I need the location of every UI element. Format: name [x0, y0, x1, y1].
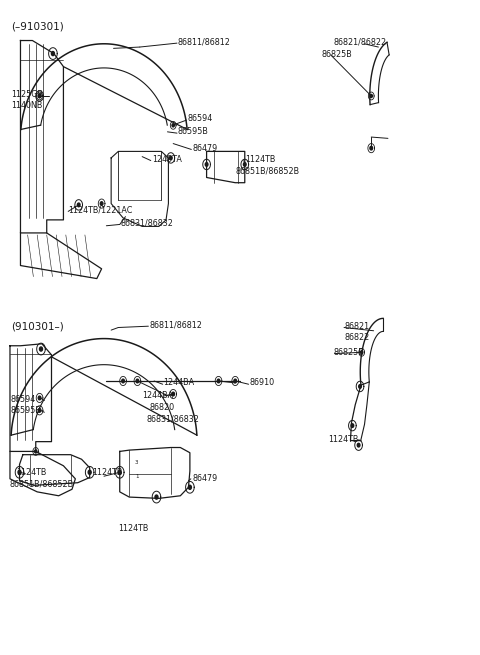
Polygon shape [38, 409, 41, 412]
Text: 86595B: 86595B [178, 127, 209, 136]
Text: 86822: 86822 [345, 333, 370, 343]
Text: 86595B: 86595B [11, 407, 42, 415]
Text: 86479: 86479 [192, 474, 217, 483]
Polygon shape [357, 443, 360, 447]
Text: 1244BA: 1244BA [142, 391, 173, 400]
Polygon shape [234, 379, 237, 383]
Text: 86594: 86594 [11, 395, 36, 403]
Text: (–910301): (–910301) [11, 21, 64, 31]
Polygon shape [18, 470, 21, 474]
Polygon shape [172, 124, 174, 127]
Text: 1124TB: 1124TB [328, 435, 359, 444]
Text: 86821: 86821 [345, 322, 370, 331]
Text: 1140NB: 1140NB [11, 102, 42, 110]
Polygon shape [136, 379, 139, 383]
Polygon shape [122, 379, 124, 383]
Text: 1249TA: 1249TA [152, 155, 181, 164]
Text: 86811/86812: 86811/86812 [178, 37, 231, 47]
Polygon shape [35, 450, 37, 453]
Text: 86831/86832: 86831/86832 [147, 415, 200, 423]
Polygon shape [188, 485, 192, 489]
Polygon shape [351, 424, 354, 428]
Polygon shape [217, 379, 220, 383]
Text: 86825B: 86825B [333, 348, 364, 357]
Text: 3: 3 [135, 460, 139, 466]
Text: (910301–): (910301–) [11, 321, 64, 331]
Polygon shape [77, 203, 80, 207]
Polygon shape [172, 392, 175, 396]
Text: 86851B/86852B: 86851B/86852B [235, 166, 300, 176]
Text: 1124TB: 1124TB [92, 468, 122, 477]
Polygon shape [360, 350, 363, 354]
Text: 86811/86812: 86811/86812 [149, 320, 202, 329]
Text: 1124TB: 1124TB [16, 468, 46, 477]
Polygon shape [38, 94, 41, 98]
Polygon shape [39, 347, 43, 351]
Polygon shape [88, 470, 91, 474]
Text: 1125GB: 1125GB [11, 90, 43, 98]
Text: 86820: 86820 [149, 403, 174, 411]
Text: 86831/86832: 86831/86832 [120, 219, 174, 228]
Polygon shape [205, 162, 208, 166]
Text: 86594: 86594 [188, 114, 213, 123]
Polygon shape [100, 202, 103, 206]
Polygon shape [243, 162, 246, 166]
Text: 86479: 86479 [192, 143, 217, 153]
Polygon shape [118, 470, 121, 474]
Text: 1244BA: 1244BA [164, 379, 195, 388]
Polygon shape [51, 52, 54, 56]
Text: 1: 1 [135, 474, 139, 479]
Polygon shape [155, 495, 158, 499]
Text: 1124TB: 1124TB [245, 155, 275, 164]
Text: 1124TB: 1124TB [118, 524, 149, 533]
Polygon shape [38, 94, 41, 98]
Polygon shape [359, 384, 361, 388]
Polygon shape [370, 146, 372, 150]
Polygon shape [169, 156, 172, 160]
Text: 86821/86822: 86821/86822 [333, 37, 386, 47]
Polygon shape [370, 94, 372, 98]
Text: 86851B/86852B: 86851B/86852B [10, 479, 74, 489]
Text: 86825B: 86825B [321, 50, 352, 60]
Text: 1124TB/1221AC: 1124TB/1221AC [68, 206, 132, 215]
Polygon shape [38, 396, 41, 400]
Text: 86910: 86910 [250, 379, 275, 388]
